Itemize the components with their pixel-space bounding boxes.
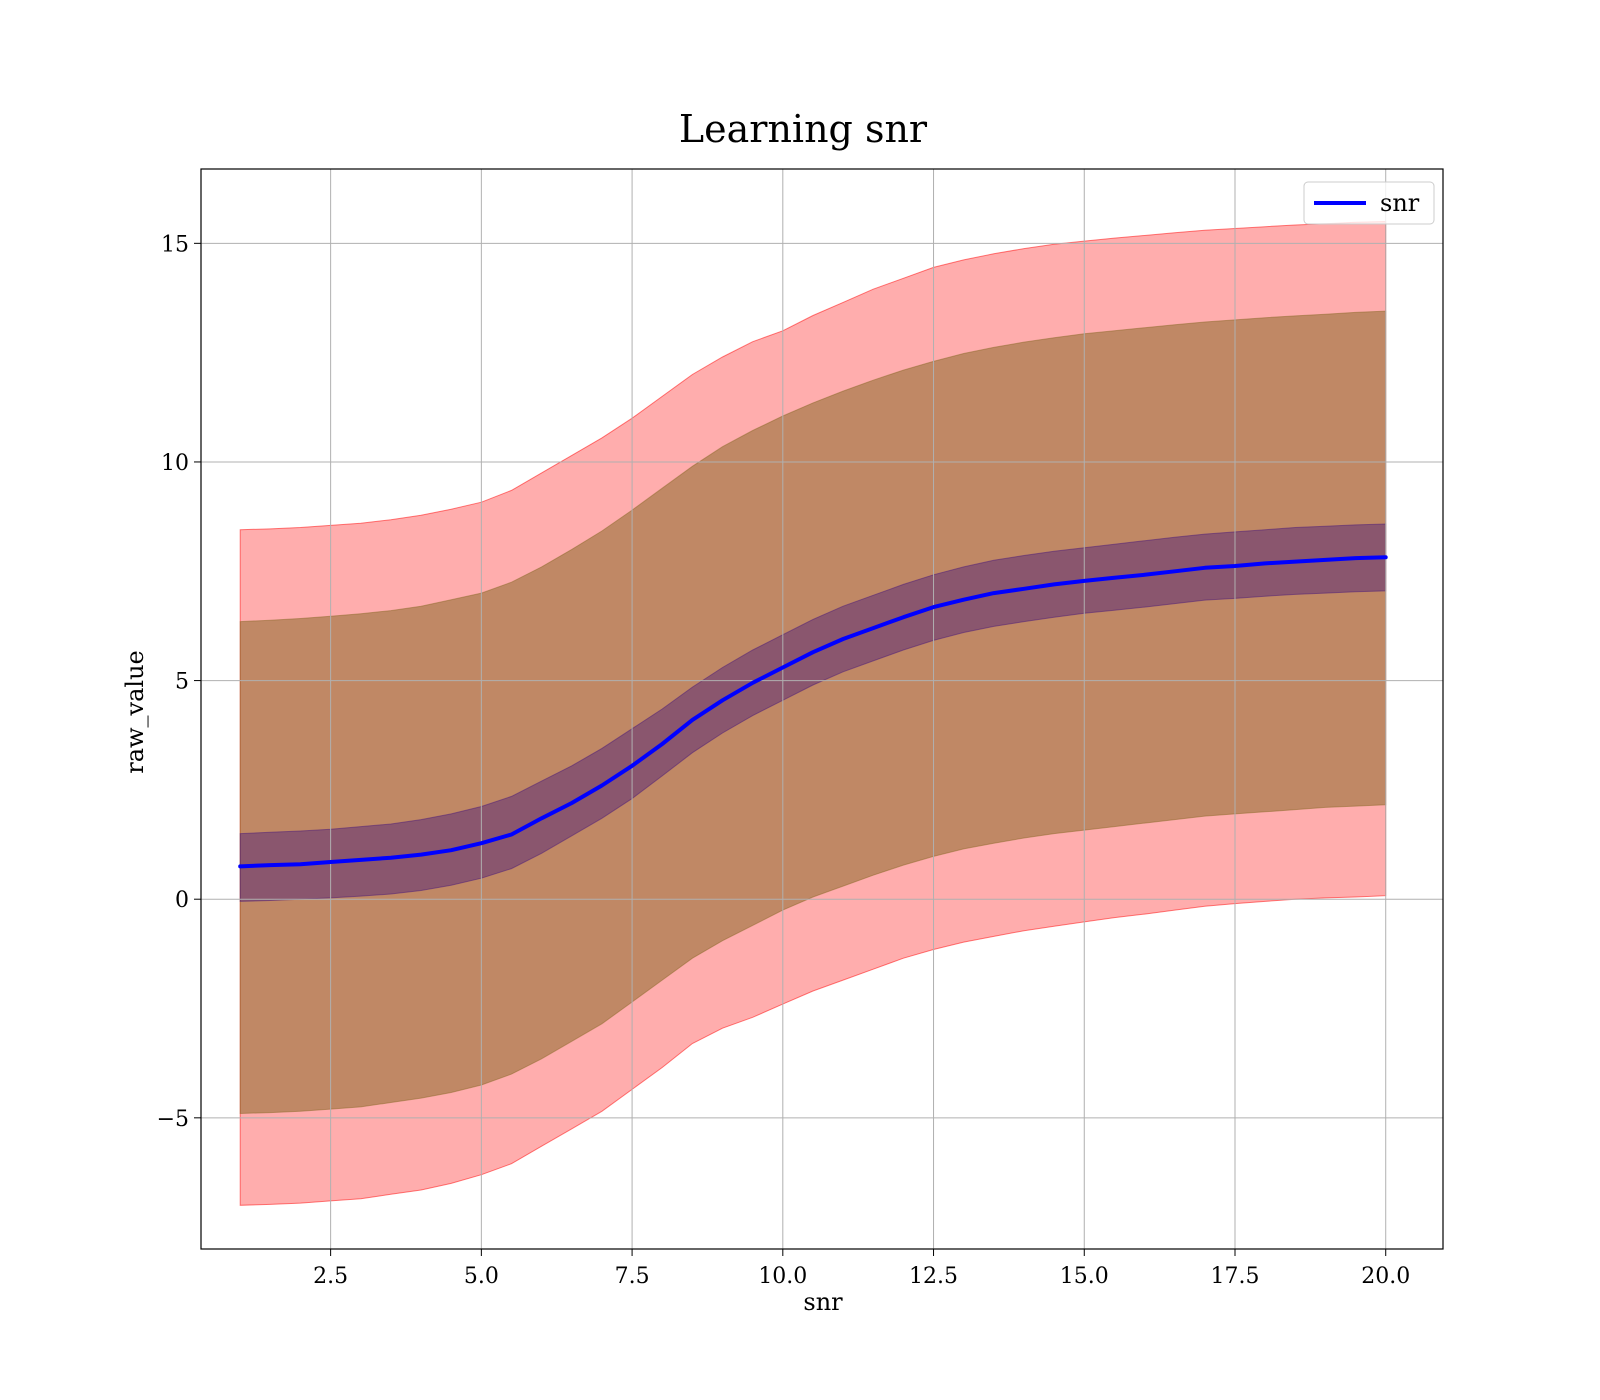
plot-area: [200, 168, 1444, 1250]
x-tick-label: 7.5: [615, 1264, 650, 1289]
x-axis-ticks: 2.5 5.0 7.5 10.0 12.5 15.0 17.5 20.0: [313, 1249, 1410, 1289]
x-tick-label: 2.5: [313, 1264, 348, 1289]
y-tick-label: −5: [157, 1107, 189, 1132]
chart-title: Learning snr: [679, 107, 928, 151]
x-tick-label: 10.0: [758, 1264, 807, 1289]
plot-frame: [200, 168, 1444, 1250]
legend-frame: [1303, 181, 1435, 225]
y-tick-label: 15: [161, 232, 189, 257]
y-axis-label: raw_value: [121, 650, 149, 774]
x-tick-label: 12.5: [909, 1264, 958, 1289]
x-tick-label: 20.0: [1361, 1264, 1410, 1289]
y-tick-label: 5: [175, 670, 189, 695]
series-line-snr: [238, 555, 1388, 869]
x-tick-label: 17.5: [1211, 1264, 1260, 1289]
x-axis-label: snr: [803, 1288, 843, 1316]
grid-layer: [201, 169, 1443, 1249]
y-axis-ticks: −5 0 5 10 15: [157, 232, 201, 1132]
x-tick-label: 15.0: [1060, 1264, 1109, 1289]
y-tick-label: 10: [161, 451, 189, 476]
x-tick-label: 5.0: [464, 1264, 499, 1289]
line-layer: [238, 555, 1388, 869]
legend-label-snr: snr: [1380, 189, 1420, 217]
y-tick-label: 0: [175, 888, 189, 913]
legend: snr: [1303, 181, 1435, 225]
